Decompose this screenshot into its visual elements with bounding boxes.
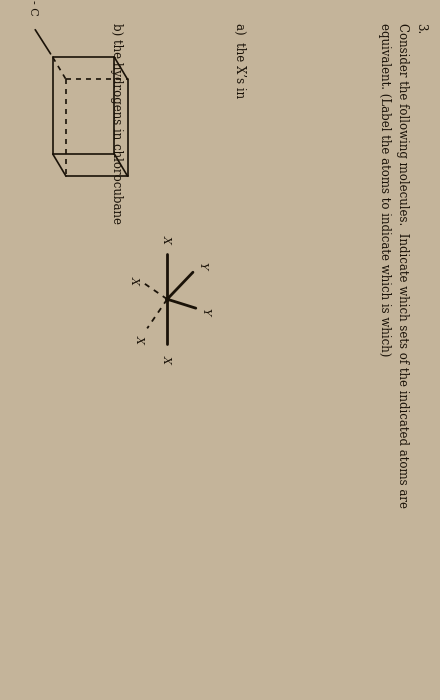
Text: a)  the X’s in: a) the X’s in	[233, 23, 246, 98]
Text: X: X	[162, 356, 172, 363]
Text: 3.: 3.	[414, 23, 427, 34]
Text: X: X	[130, 276, 139, 284]
Text: X: X	[134, 335, 144, 343]
Text: Y: Y	[198, 262, 208, 269]
Text: X: X	[162, 235, 172, 243]
Text: b) the hydrogens in chlorocubane: b) the hydrogens in chlorocubane	[110, 23, 123, 224]
Text: Y: Y	[201, 308, 210, 315]
Text: - C: - C	[28, 0, 38, 15]
Text: Consider the following molecules.  Indicate which sets of the indicated atoms ar: Consider the following molecules. Indica…	[378, 23, 409, 508]
